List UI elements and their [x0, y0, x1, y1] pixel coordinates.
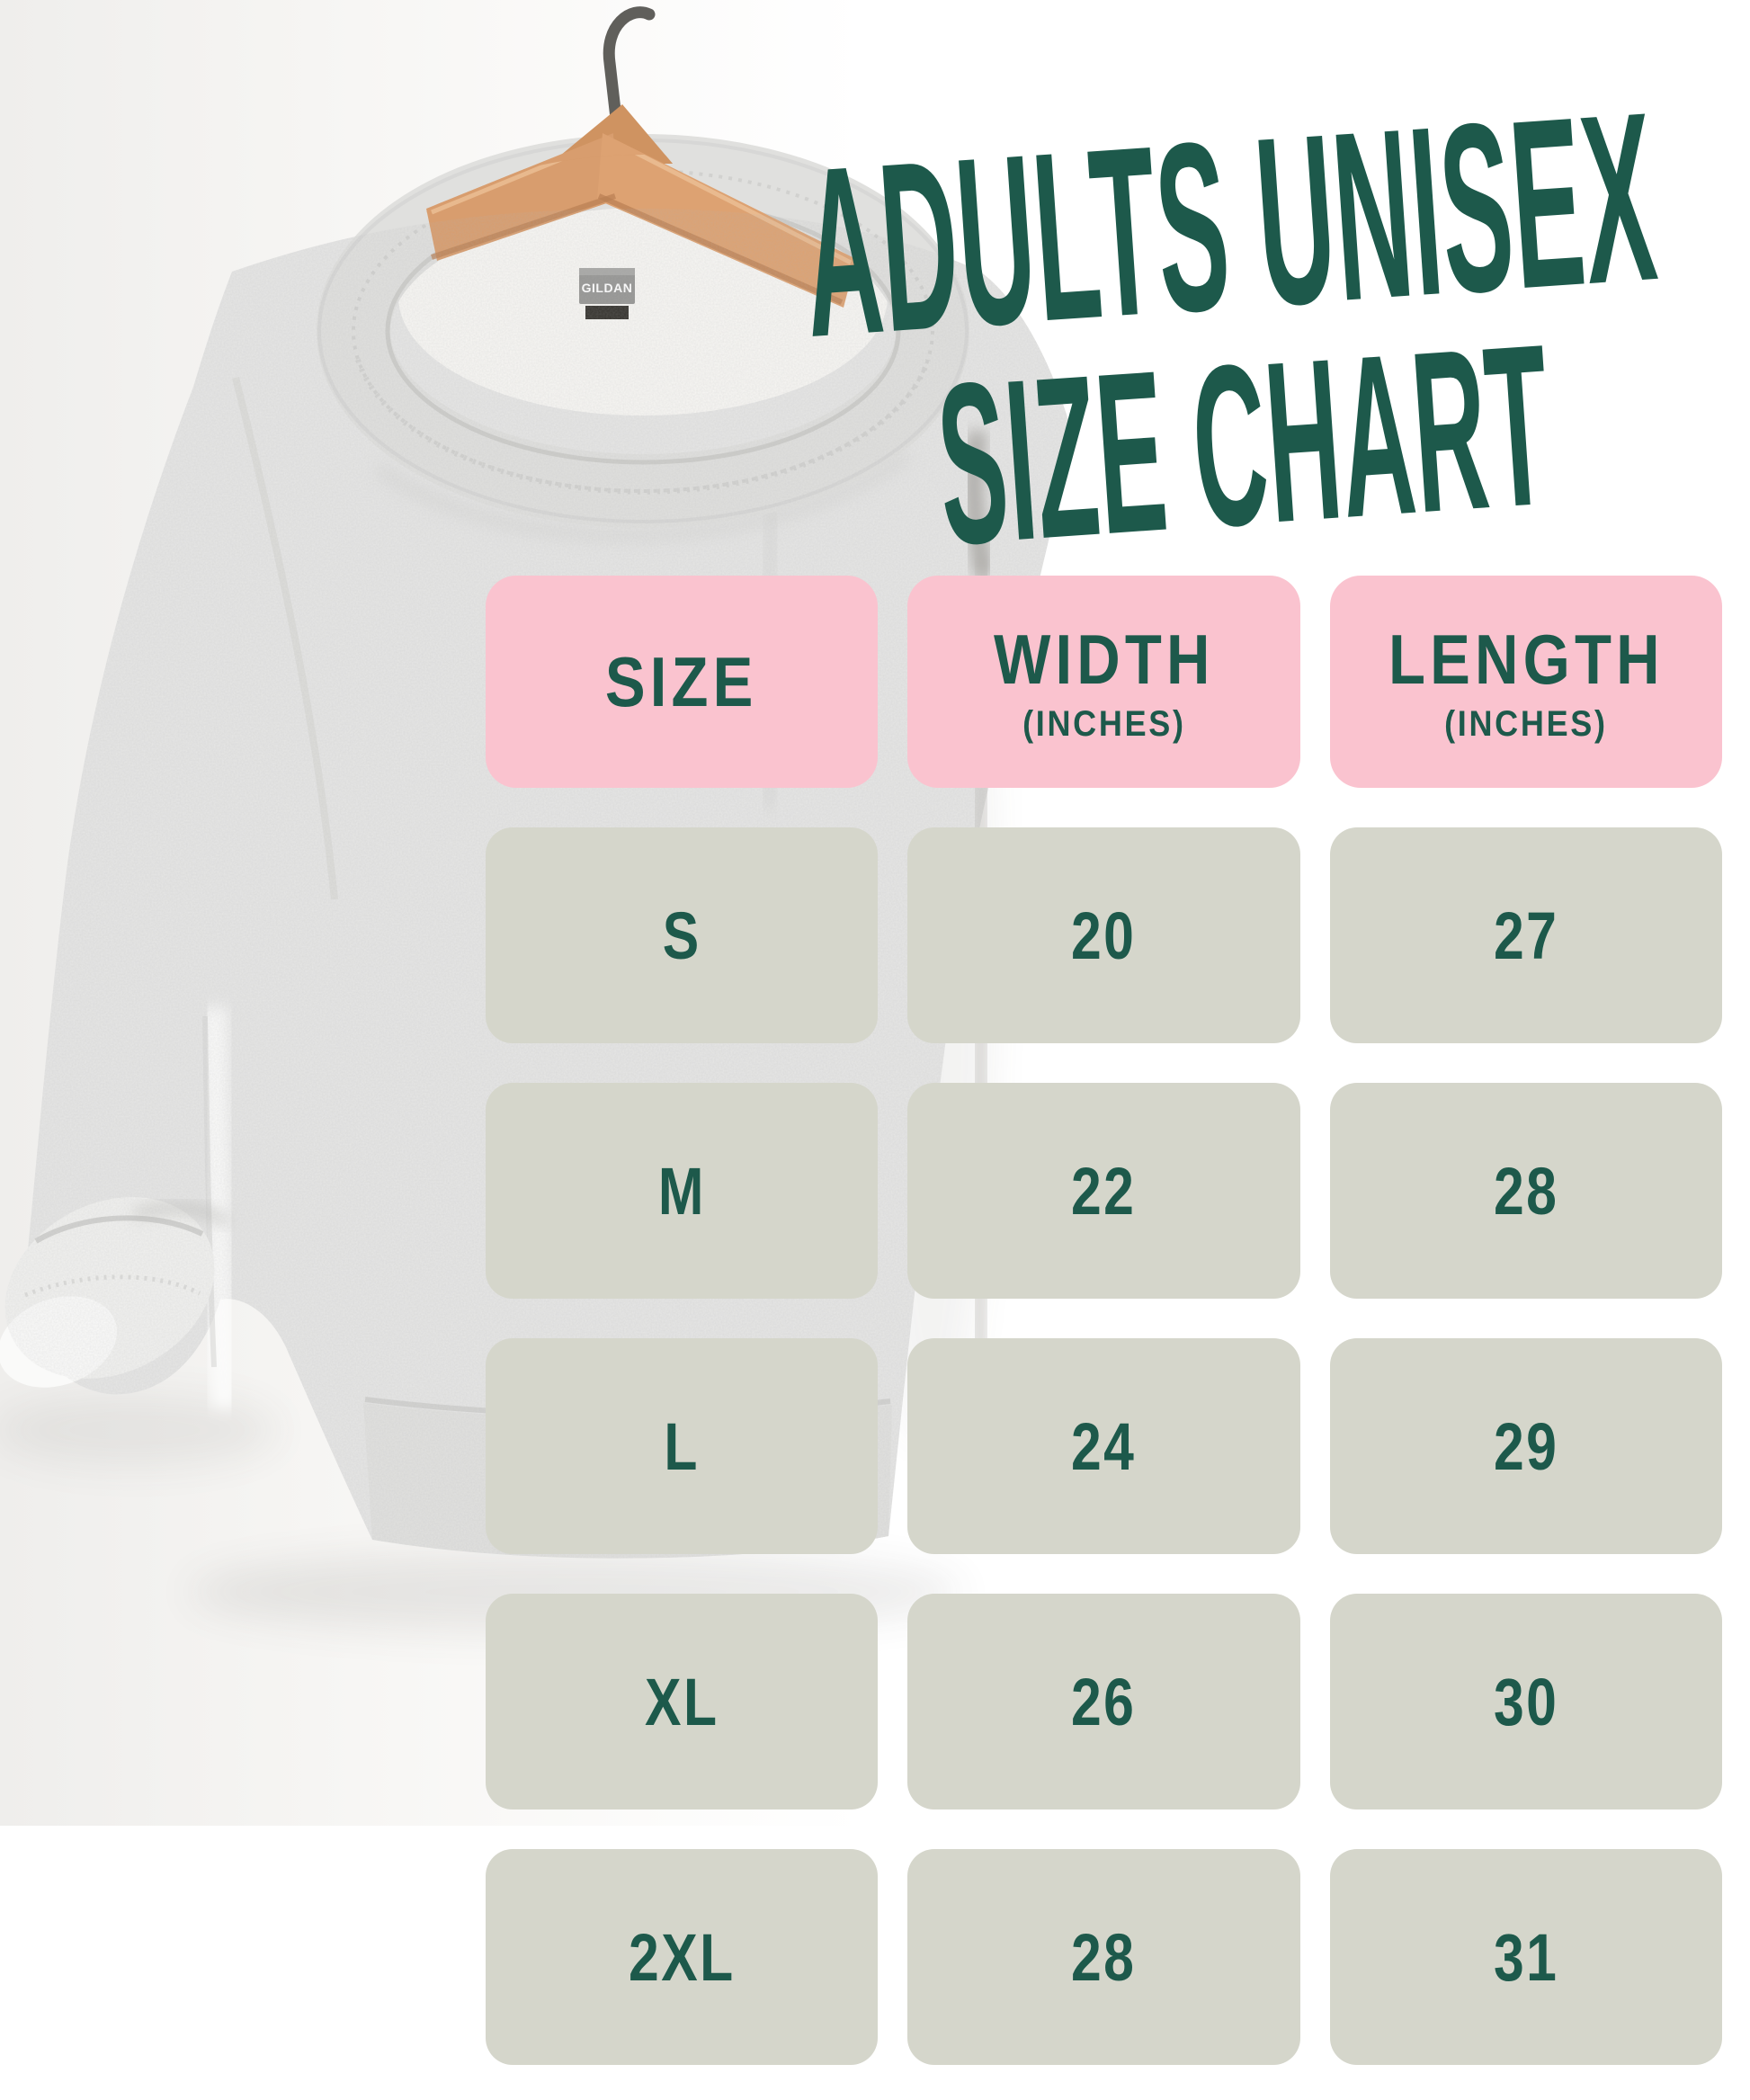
value-width-m: 22 — [1071, 1153, 1137, 1229]
value-width-2xl: 28 — [1071, 1919, 1137, 1995]
cell-size-s: S — [486, 827, 878, 1043]
value-size-xl: XL — [644, 1664, 719, 1739]
cell-width-2xl: 28 — [907, 1849, 1300, 2065]
header-cell-size: SIZE — [486, 576, 878, 788]
cell-width-l: 24 — [907, 1338, 1300, 1554]
header-cell-length: LENGTH (INCHES) — [1330, 576, 1722, 788]
value-width-s: 20 — [1071, 898, 1137, 973]
value-length-2xl: 31 — [1493, 1919, 1559, 1995]
cell-length-2xl: 31 — [1330, 1849, 1722, 2065]
value-width-l: 24 — [1071, 1408, 1137, 1484]
cell-width-m: 22 — [907, 1083, 1300, 1299]
header-label-width: WIDTH — [993, 620, 1215, 699]
value-size-l: L — [664, 1408, 700, 1484]
value-length-m: 28 — [1493, 1153, 1559, 1229]
value-length-l: 29 — [1493, 1408, 1559, 1484]
cell-size-m: M — [486, 1083, 878, 1299]
header-cell-width: WIDTH (INCHES) — [907, 576, 1300, 788]
header-label-length: LENGTH — [1388, 620, 1665, 699]
value-size-m: M — [657, 1153, 706, 1229]
cell-width-xl: 26 — [907, 1594, 1300, 1810]
cell-size-2xl: 2XL — [486, 1849, 878, 2065]
value-size-2xl: 2XL — [628, 1919, 736, 1995]
cell-length-m: 28 — [1330, 1083, 1722, 1299]
value-length-xl: 30 — [1493, 1664, 1559, 1739]
value-length-s: 27 — [1493, 898, 1559, 973]
cell-size-l: L — [486, 1338, 878, 1554]
cell-size-xl: XL — [486, 1594, 878, 1810]
value-width-xl: 26 — [1071, 1664, 1137, 1739]
hanger-hook — [603, 6, 656, 132]
header-sub-width: (INCHES) — [1022, 704, 1186, 744]
cell-length-xl: 30 — [1330, 1594, 1722, 1810]
value-size-s: S — [662, 898, 701, 973]
cell-length-s: 27 — [1330, 827, 1722, 1043]
size-table: SIZE WIDTH (INCHES) LENGTH (INCHES) S 20… — [486, 576, 1722, 2065]
cell-length-l: 29 — [1330, 1338, 1722, 1554]
cell-width-s: 20 — [907, 827, 1300, 1043]
header-label-size: SIZE — [605, 641, 758, 721]
header-sub-length: (INCHES) — [1444, 704, 1608, 744]
